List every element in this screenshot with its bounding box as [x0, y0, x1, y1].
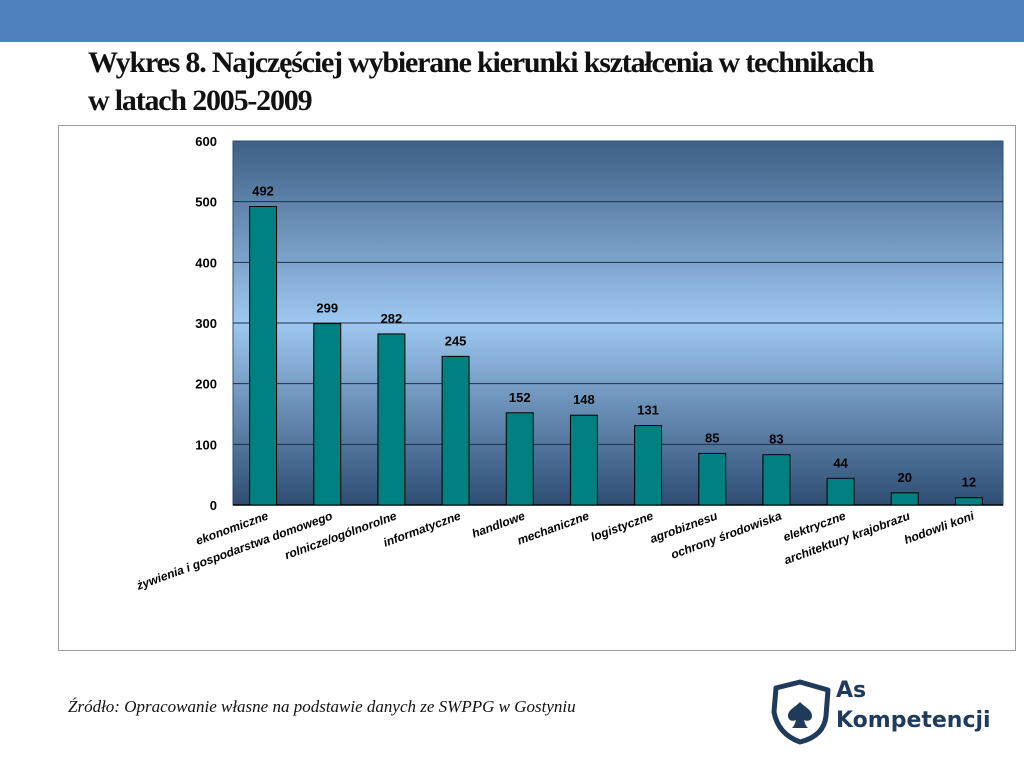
bar	[569, 414, 598, 506]
data-label: 492	[252, 184, 274, 199]
slide-title: Wykres 8. Najczęściej wybierane kierunki…	[88, 46, 874, 117]
bar-chart: 0 100 200 300 400 500 600 492 299 282 245 152 148 13…	[134, 134, 1004, 593]
y-tick-label: 200	[195, 377, 217, 392]
logo-line-2: Kompetencji	[836, 708, 991, 733]
bar	[954, 497, 983, 506]
data-label: 245	[445, 333, 467, 348]
y-axis: 0 100 200 300 400 500 600	[195, 134, 217, 513]
bar	[890, 492, 919, 506]
y-tick-label: 0	[210, 498, 217, 513]
gridlines	[233, 201, 1003, 506]
y-tick-label: 300	[195, 316, 217, 331]
category-label: logistyczne	[589, 509, 656, 545]
data-label: 282	[381, 311, 403, 326]
spade-icon	[771, 679, 831, 745]
chart-frame: 0 100 200 300 400 500 600 492 299 282 245 152 148 13…	[58, 125, 1016, 651]
bar	[826, 477, 855, 506]
data-label: 12	[962, 475, 976, 490]
source-note: Źródło: Opracowanie własne na podstawie …	[68, 697, 576, 716]
bar	[249, 206, 278, 506]
logo: As Kompetencji	[770, 672, 1010, 752]
bar	[762, 454, 791, 506]
category-label: hodowli koni	[902, 508, 976, 546]
data-label: 85	[705, 430, 719, 445]
logo-line-1: As	[836, 678, 867, 703]
bar	[441, 355, 470, 506]
bars	[249, 206, 983, 506]
data-label: 20	[898, 470, 912, 485]
header-bar	[0, 0, 1024, 42]
y-tick-label: 100	[195, 437, 217, 452]
y-tick-label: 600	[195, 134, 217, 149]
category-label: ochrony środowiska	[669, 509, 784, 562]
data-label: 299	[316, 301, 338, 316]
y-tick-label: 500	[195, 195, 217, 210]
y-tick-label: 400	[195, 255, 217, 270]
data-labels: 492 299 282 245 152 148 131 85 83 44 20 12	[252, 184, 976, 490]
data-label: 152	[509, 390, 531, 405]
logo-text: As Kompetencji	[836, 676, 991, 736]
bar	[698, 452, 727, 506]
data-label: 131	[637, 403, 659, 418]
data-label: 44	[833, 455, 848, 470]
category-label: rolnicze/ogólnorolne	[283, 509, 399, 563]
bar	[634, 425, 663, 506]
data-label: 148	[573, 392, 595, 407]
bar	[377, 333, 406, 506]
category-label: mechaniczne	[515, 509, 591, 548]
bar	[505, 412, 534, 506]
bar	[313, 323, 342, 506]
data-label: 83	[769, 432, 783, 447]
